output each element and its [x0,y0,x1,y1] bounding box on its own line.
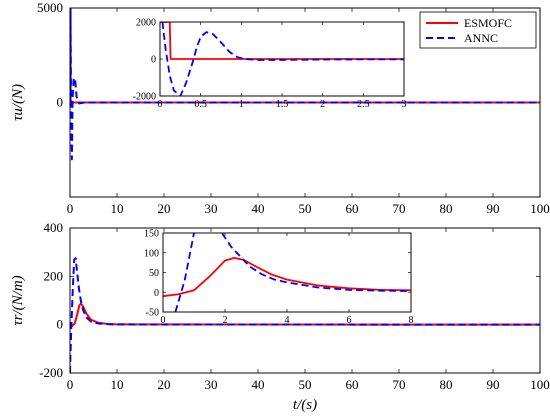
bottom-chart: 0 10 20 30 40 50 60 70 80 90 100 -200 0 200 400 0 2 4 6 8 -5… [10,220,550,413]
bottom-inset-x-tick-label: 0 [161,315,166,326]
bottom-inset-y-tick-label: 100 [144,248,159,259]
top-x-tick-label: 30 [205,201,218,216]
bottom-x-tick-label: 10 [111,377,124,392]
top-inset-x-tick-label: 0.5 [194,99,207,110]
bottom-inset-plot-frame [162,232,412,313]
top-plot-border [69,7,541,198]
top-y-tick-label: 5000 [37,0,63,15]
top-y-axis-label: τu/(N) [10,84,26,121]
bottom-x-tick-label: 100 [530,377,550,392]
top-x-tick-label: 90 [487,201,500,216]
top-x-tick-label: 20 [158,201,171,216]
top-x-tick-label: 40 [252,201,265,216]
bottom-x-tick-label: 50 [299,377,312,392]
legend-label-esmofc: ESMOFC [464,16,512,30]
bottom-y-tick-label: 200 [44,268,64,283]
bottom-inset-y-tick-label: 50 [149,268,159,279]
top-inset-x-tick-label: 0 [158,99,163,110]
bottom-x-tick-label: 30 [205,377,218,392]
top-inset-border [159,21,405,97]
bottom-x-tick-label: 70 [393,377,406,392]
bottom-inset-series-esmofc-line [163,256,411,298]
top-inset-y-tick-label: 0 [151,55,156,66]
bottom-inset-x-tick-label: 6 [347,315,352,326]
bottom-inset-x-tick-label: 4 [285,315,290,326]
legend-label-annc: ANNC [464,31,498,45]
top-y-tick-label: 0 [57,95,64,110]
bottom-y-tick-label: 400 [44,220,64,235]
top-inset-x-tick-label: 2 [320,99,325,110]
bottom-inset-x-tick-label: 2 [223,315,228,326]
bottom-inset-y-tick-label: -50 [146,308,159,319]
bottom-x-axis-label: t/(s) [293,397,317,413]
top-x-tick-label: 0 [67,201,74,216]
bottom-x-tick-label: 90 [487,377,500,392]
bottom-x-tick-label: 40 [252,377,265,392]
bottom-y-tick-label: 0 [57,317,64,332]
bottom-plot-border [69,227,541,374]
bottom-inset-series-annc-line [174,233,411,312]
bottom-y-tick-label: -200 [39,365,63,380]
bottom-x-tick-label: 60 [346,377,359,392]
top-series-annc-line [70,8,540,161]
top-inset-x-tick-label: 3 [402,99,407,110]
top-inset-x-tick-label: 2.5 [357,99,370,110]
bottom-inset-x-tick-label: 8 [409,315,414,326]
bottom-inset-border [162,232,412,313]
bottom-inset-y-tick-label: 150 [144,229,159,240]
top-x-tick-label: 100 [530,201,550,216]
top-x-tick-label: 60 [346,201,359,216]
bottom-y-axis-label: τr/(N/m) [10,275,26,325]
bottom-inset-y-tick-label: 0 [154,288,159,299]
top-x-tick-label: 80 [440,201,453,216]
bottom-x-tick-label: 20 [158,377,171,392]
top-x-tick-label: 10 [111,201,124,216]
top-inset-x-tick-label: 1 [239,99,244,110]
top-inset-x-tick-label: 1.5 [276,99,289,110]
bottom-series-annc-line [70,257,540,373]
top-inset-series-annc-line [161,22,404,96]
top-x-tick-label: 70 [393,201,406,216]
top-x-tick-label: 50 [299,201,312,216]
bottom-x-tick-label: 0 [67,377,74,392]
bottom-x-tick-label: 80 [440,377,453,392]
legend-box [419,11,537,49]
top-inset-y-tick-label: -2000 [133,92,156,103]
top-inset-y-tick-label: 2000 [136,18,156,29]
